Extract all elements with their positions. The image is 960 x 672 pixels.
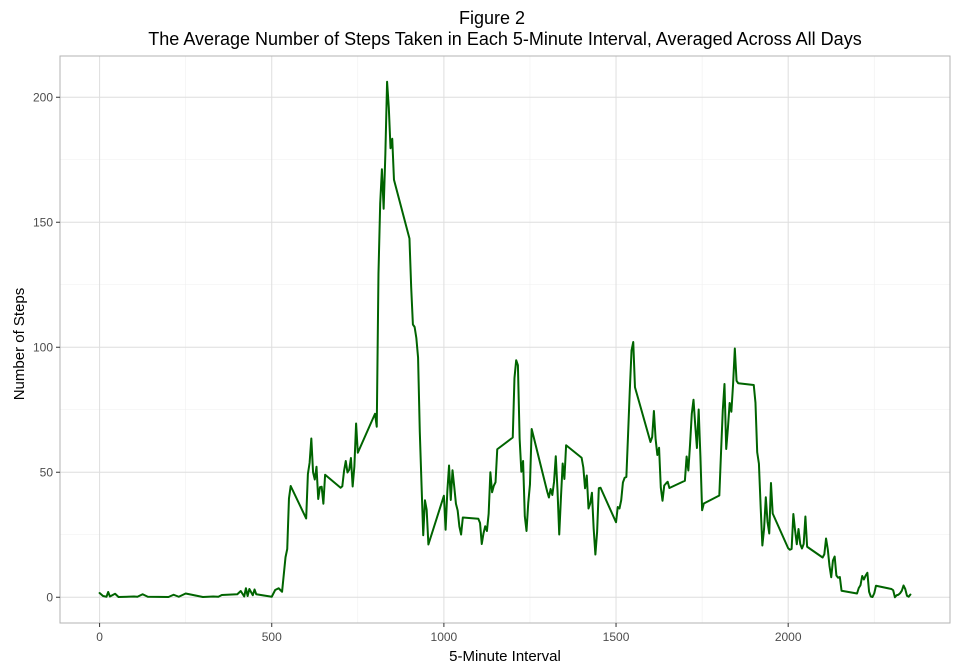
x-tick-label: 1000 <box>431 630 458 644</box>
y-tick-label: 150 <box>33 215 53 229</box>
x-axis-ticks: 0 500 1000 1500 2000 <box>96 623 802 644</box>
y-tick-label: 200 <box>33 90 53 104</box>
major-grid <box>60 56 950 623</box>
x-tick-label: 1500 <box>603 630 630 644</box>
x-tick-label: 0 <box>96 630 103 644</box>
minor-grid <box>60 56 950 623</box>
y-axis-ticks: 0 50 100 150 200 <box>33 90 60 604</box>
series-layer <box>98 80 912 599</box>
series-line <box>98 80 912 599</box>
y-tick-label: 0 <box>46 590 53 604</box>
x-axis-title: 5-Minute Interval <box>449 648 561 665</box>
x-tick-label: 2000 <box>775 630 802 644</box>
chart-subtitle: The Average Number of Steps Taken in Eac… <box>148 29 861 49</box>
y-axis-title: Number of Steps <box>11 288 28 401</box>
panel-border <box>59 55 951 624</box>
x-tick-label: 500 <box>262 630 282 644</box>
chart-title: Figure 2 <box>459 8 525 28</box>
y-tick-label: 50 <box>40 465 54 479</box>
y-tick-label: 100 <box>33 340 53 354</box>
